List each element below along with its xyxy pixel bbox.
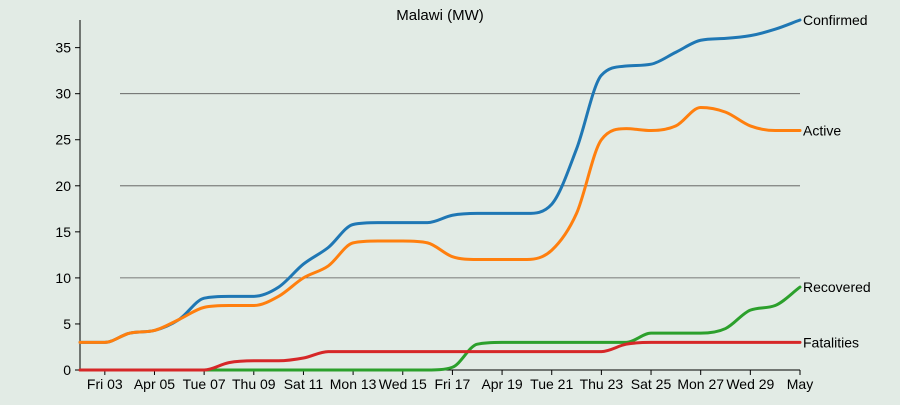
x-tick-label: Thu 23 — [580, 376, 624, 392]
x-tick-label: Tue 21 — [530, 376, 573, 392]
x-tick-label: Mon 13 — [330, 376, 377, 392]
y-tick-label: 25 — [55, 132, 71, 148]
x-tick-label: Wed 15 — [379, 376, 427, 392]
x-tick-label: Fri 03 — [87, 376, 123, 392]
series-label-recovered: Recovered — [803, 279, 871, 295]
axes — [79, 20, 800, 371]
x-tick-label: Fri 17 — [435, 376, 471, 392]
series-line-recovered — [78, 285, 802, 372]
x-tick-label: Apr 19 — [481, 376, 522, 392]
x-tick-label: Sat 11 — [284, 376, 324, 392]
x-axis-ticks: Fri 03 Apr 05 Tue 07 Thu 09 Sat 11 Mon 13 Wed … — [87, 370, 813, 392]
series-line-fatalities — [78, 340, 802, 372]
y-tick-label: 10 — [55, 270, 71, 286]
y-tick-label: 35 — [55, 40, 71, 56]
series-line-active — [78, 106, 802, 344]
x-tick-label: Mon 27 — [677, 376, 724, 392]
series-end-labels: Confirmed Active Recovered Fatalities — [803, 12, 871, 350]
series-label-active: Active — [803, 123, 841, 139]
x-tick-label: May — [787, 376, 813, 392]
x-tick-label: Sat 25 — [631, 376, 672, 392]
series-label-confirmed: Confirmed — [803, 12, 868, 28]
y-tick-label: 30 — [55, 86, 71, 102]
series-lines — [78, 18, 802, 372]
x-tick-label: Wed 29 — [726, 376, 774, 392]
series-line-confirmed — [78, 18, 802, 344]
series-label-fatalities: Fatalities — [803, 334, 859, 350]
y-tick-label: 15 — [55, 224, 71, 240]
y-tick-label: 5 — [63, 316, 71, 332]
x-tick-label: Apr 05 — [134, 376, 175, 392]
grid-lines — [120, 93, 800, 279]
x-tick-label: Tue 07 — [183, 376, 226, 392]
x-tick-label: Thu 09 — [232, 376, 276, 392]
y-axis-ticks: 0 5 10 15 20 25 30 35 — [55, 40, 80, 378]
y-tick-label: 0 — [63, 362, 71, 378]
chart-title: Malawi (MW) — [396, 7, 484, 24]
y-tick-label: 20 — [55, 178, 71, 194]
